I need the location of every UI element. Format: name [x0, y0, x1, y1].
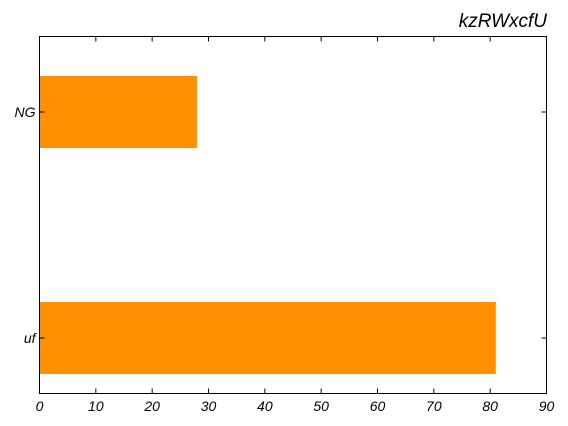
x-tick-label: 80 — [482, 398, 498, 414]
ticks-group: NG uf 0 10 20 30 40 50 60 70 80 90 — [15, 36, 555, 414]
x-tick-label: 0 — [36, 398, 44, 414]
x-tick-label: 70 — [426, 398, 442, 414]
x-tick-label: 50 — [313, 398, 329, 414]
chart-title: kzRWxcfU — [459, 11, 548, 32]
plot-frame — [39, 36, 547, 394]
x-tick-label: 10 — [88, 398, 104, 414]
x-tick-label: 20 — [143, 398, 160, 414]
x-tick-label: 90 — [539, 398, 555, 414]
x-tick-label: 60 — [370, 398, 386, 414]
bar-ng — [39, 76, 198, 148]
y-tick-label: NG — [15, 104, 36, 120]
bar-uf — [39, 302, 496, 374]
x-tick-label: 30 — [201, 398, 217, 414]
x-tick-label: 40 — [257, 398, 273, 414]
bars-group — [39, 76, 496, 374]
y-tick-label: uf — [24, 330, 38, 346]
